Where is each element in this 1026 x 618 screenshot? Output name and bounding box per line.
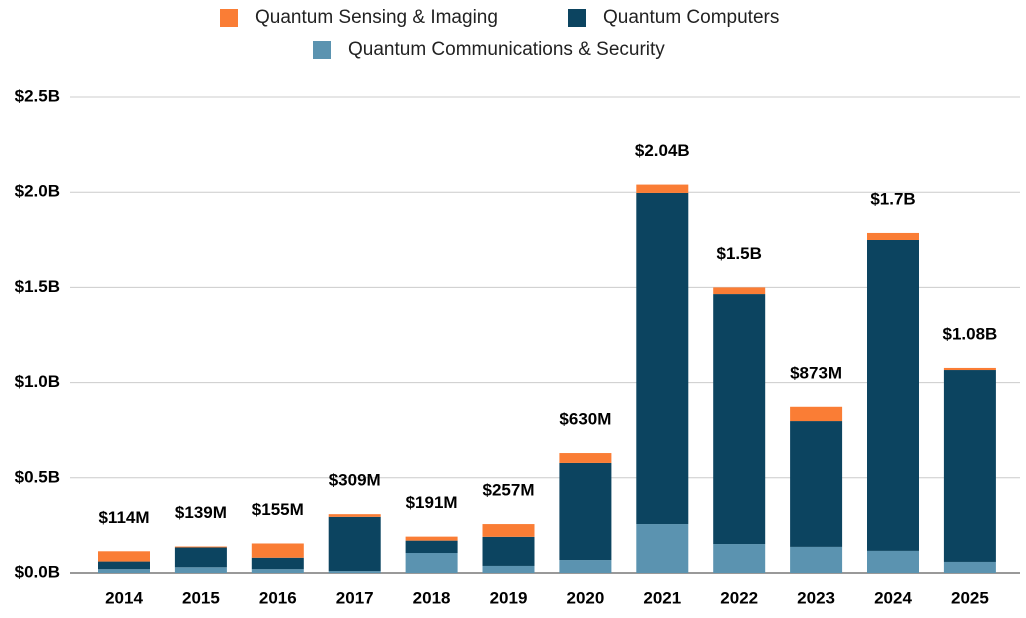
bar-segment [174, 547, 227, 568]
x-tick-label: 2017 [336, 588, 374, 607]
x-tick-label: 2024 [874, 588, 912, 607]
bar-segment [943, 370, 996, 562]
x-tick-label: 2025 [951, 588, 989, 607]
total-label: $630M [559, 410, 611, 429]
y-tick-label: $0.5B [15, 467, 60, 486]
bar-segment [482, 536, 535, 566]
y-tick-label: $1.5B [15, 277, 60, 296]
bar-segment [328, 514, 381, 517]
x-tick-label: 2021 [643, 588, 681, 607]
legend-label: Quantum Communications & Security [348, 39, 665, 60]
x-tick-label: 2016 [259, 588, 297, 607]
x-tick-label: 2023 [797, 588, 835, 607]
total-label: $1.5B [717, 244, 762, 263]
bar-segment [482, 565, 535, 573]
bar-segment [174, 567, 227, 573]
total-label: $114M [98, 508, 149, 527]
x-tick-label: 2020 [566, 588, 604, 607]
x-tick-label: 2022 [720, 588, 758, 607]
bar-segment [482, 524, 535, 537]
total-label: $155M [252, 500, 304, 519]
bar-segment [943, 367, 996, 371]
x-tick-label: 2014 [105, 588, 143, 607]
total-label: $139M [175, 503, 227, 522]
y-tick-label: $2.0B [15, 182, 60, 201]
bar-segment [867, 550, 919, 573]
bar-segment [98, 551, 150, 562]
total-label: $309M [329, 471, 381, 490]
bar-segment [251, 569, 304, 573]
bar-segment [559, 453, 612, 463]
bar-segment [636, 192, 689, 525]
bar-segment [328, 516, 381, 572]
legend-label: Quantum Computers [603, 7, 779, 28]
bar-segment [943, 561, 996, 573]
bar-segment [636, 524, 689, 573]
bar-segment [713, 294, 766, 545]
y-tick-label: $2.5B [15, 86, 60, 105]
bar-segment [328, 571, 381, 573]
bar-segment [790, 421, 843, 547]
bar-segment [405, 536, 458, 541]
total-label: $873M [790, 363, 842, 382]
bar-segment [790, 406, 843, 422]
bar-segment [251, 543, 304, 558]
bar-segment [559, 462, 612, 561]
total-label: $257M [483, 481, 535, 500]
bar-segment [867, 239, 919, 551]
bar-segment [405, 553, 458, 573]
bar-segment [790, 546, 843, 573]
bar-segment [98, 561, 150, 570]
x-tick-label: 2018 [413, 588, 451, 607]
bar-segment [559, 560, 612, 573]
total-label: $2.04B [635, 141, 690, 160]
x-tick-label: 2019 [490, 588, 528, 607]
total-label: $1.7B [870, 189, 915, 208]
legend-swatch [220, 9, 238, 27]
y-tick-label: $1.0B [15, 372, 60, 391]
y-tick-label: $0.0B [15, 562, 60, 581]
bar-segment [405, 540, 458, 554]
total-label: $191M [406, 493, 458, 512]
bar-segment [713, 544, 766, 573]
legend-swatch [313, 41, 331, 59]
x-tick-label: 2015 [182, 588, 220, 607]
total-label: $1.08B [942, 324, 997, 343]
legend-label: Quantum Sensing & Imaging [255, 7, 498, 28]
bar-segment [98, 569, 150, 573]
bar-segment [636, 184, 689, 193]
legend-swatch [568, 9, 586, 27]
bar-segment [174, 546, 227, 548]
bar-segment [713, 287, 766, 295]
bar-segment [251, 557, 304, 570]
bar-segment [867, 232, 919, 240]
